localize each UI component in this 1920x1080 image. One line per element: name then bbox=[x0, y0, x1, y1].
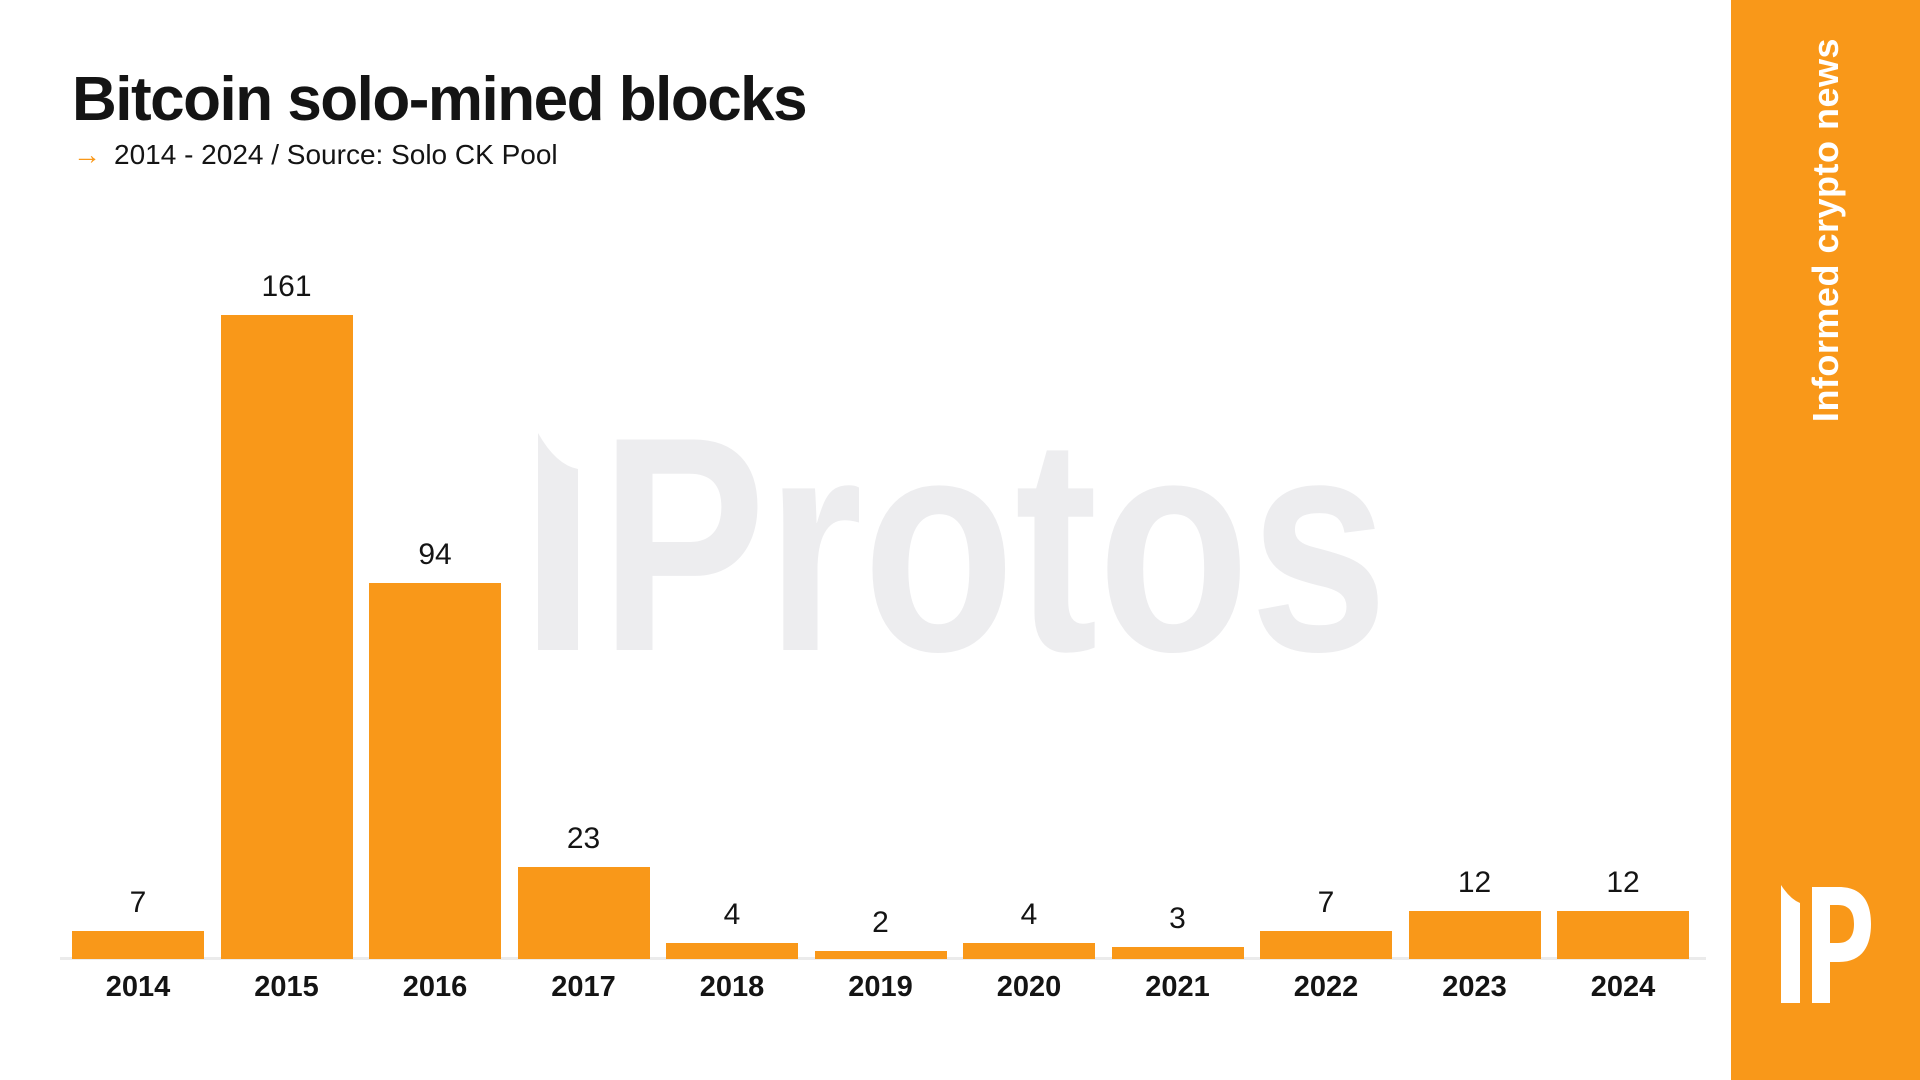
logo-p-mark bbox=[1811, 887, 1871, 1003]
bar bbox=[814, 951, 947, 959]
bar-column-2019: 2 bbox=[814, 906, 947, 959]
x-axis-label: 2024 bbox=[1590, 971, 1656, 1003]
bar-value-label: 7 bbox=[129, 886, 147, 919]
bar bbox=[666, 943, 798, 959]
bar bbox=[220, 315, 353, 959]
bar bbox=[1408, 911, 1541, 959]
bar bbox=[1557, 911, 1689, 959]
bar bbox=[1111, 947, 1244, 959]
page-title: Bitcoin solo-mined blocks bbox=[72, 65, 808, 134]
bar-column-2017: 23 bbox=[517, 822, 650, 959]
bar bbox=[1260, 931, 1392, 959]
x-axis-label: 2018 bbox=[699, 971, 765, 1003]
arrow-right-icon: → bbox=[73, 139, 101, 170]
x-axis-label: 2020 bbox=[996, 971, 1062, 1003]
bar-column-2023: 12 bbox=[1408, 866, 1541, 959]
bar-column-2016: 94 bbox=[369, 540, 501, 959]
bar-value-label: 94 bbox=[418, 538, 452, 571]
subtitle-text: 2014 - 2024 / Source: Solo CK Pool bbox=[114, 139, 558, 170]
bar bbox=[517, 867, 650, 959]
logo-i-mark bbox=[1780, 885, 1800, 1003]
bar bbox=[72, 931, 204, 959]
bar-column-2018: 4 bbox=[666, 900, 798, 959]
bar-value-label: 12 bbox=[1606, 866, 1640, 899]
watermark-i-mark bbox=[538, 433, 578, 650]
bar-value-label: 2 bbox=[872, 906, 889, 939]
bar-column-2015: 161 bbox=[220, 270, 353, 959]
x-axis-label: 2015 bbox=[254, 971, 319, 1003]
bar-column-2021: 3 bbox=[1111, 902, 1244, 959]
bar-value-label: 12 bbox=[1457, 866, 1492, 899]
x-axis-label: 2019 bbox=[848, 971, 913, 1003]
x-axis-label: 2017 bbox=[551, 971, 616, 1003]
x-axis-label: 2022 bbox=[1293, 971, 1359, 1003]
bar bbox=[369, 583, 501, 959]
watermark-text: Protos bbox=[600, 425, 1388, 665]
brand-sidebar: Informed crypto news bbox=[1731, 0, 1920, 1080]
bar-column-2020: 4 bbox=[963, 900, 1095, 959]
bar-value-label: 161 bbox=[261, 270, 312, 303]
bar-column-2014: 7 bbox=[72, 888, 204, 959]
x-axis-label: 2016 bbox=[402, 971, 468, 1003]
bar-column-2022: 7 bbox=[1260, 888, 1392, 959]
protos-watermark: Protos bbox=[538, 425, 1388, 665]
bar-value-label: 4 bbox=[723, 898, 741, 931]
x-axis-label: 2014 bbox=[105, 971, 171, 1003]
x-axis-label: 2021 bbox=[1145, 971, 1210, 1003]
protos-ip-logo-icon bbox=[1780, 885, 1871, 1003]
bar bbox=[963, 943, 1095, 959]
tagline-wrap: Informed crypto news bbox=[1731, 37, 1920, 423]
bar-value-label: 3 bbox=[1169, 902, 1186, 935]
bar-column-2024: 12 bbox=[1557, 868, 1689, 959]
bar-value-label: 4 bbox=[1020, 898, 1038, 931]
bar-value-label: 7 bbox=[1317, 886, 1335, 919]
x-axis-label: 2023 bbox=[1442, 971, 1507, 1003]
sidebar-tagline: Informed crypto news bbox=[1804, 37, 1846, 423]
chart-subtitle: → 2014 - 2024 / Source: Solo CK Pool bbox=[73, 139, 558, 171]
bar-value-label: 23 bbox=[566, 822, 601, 855]
